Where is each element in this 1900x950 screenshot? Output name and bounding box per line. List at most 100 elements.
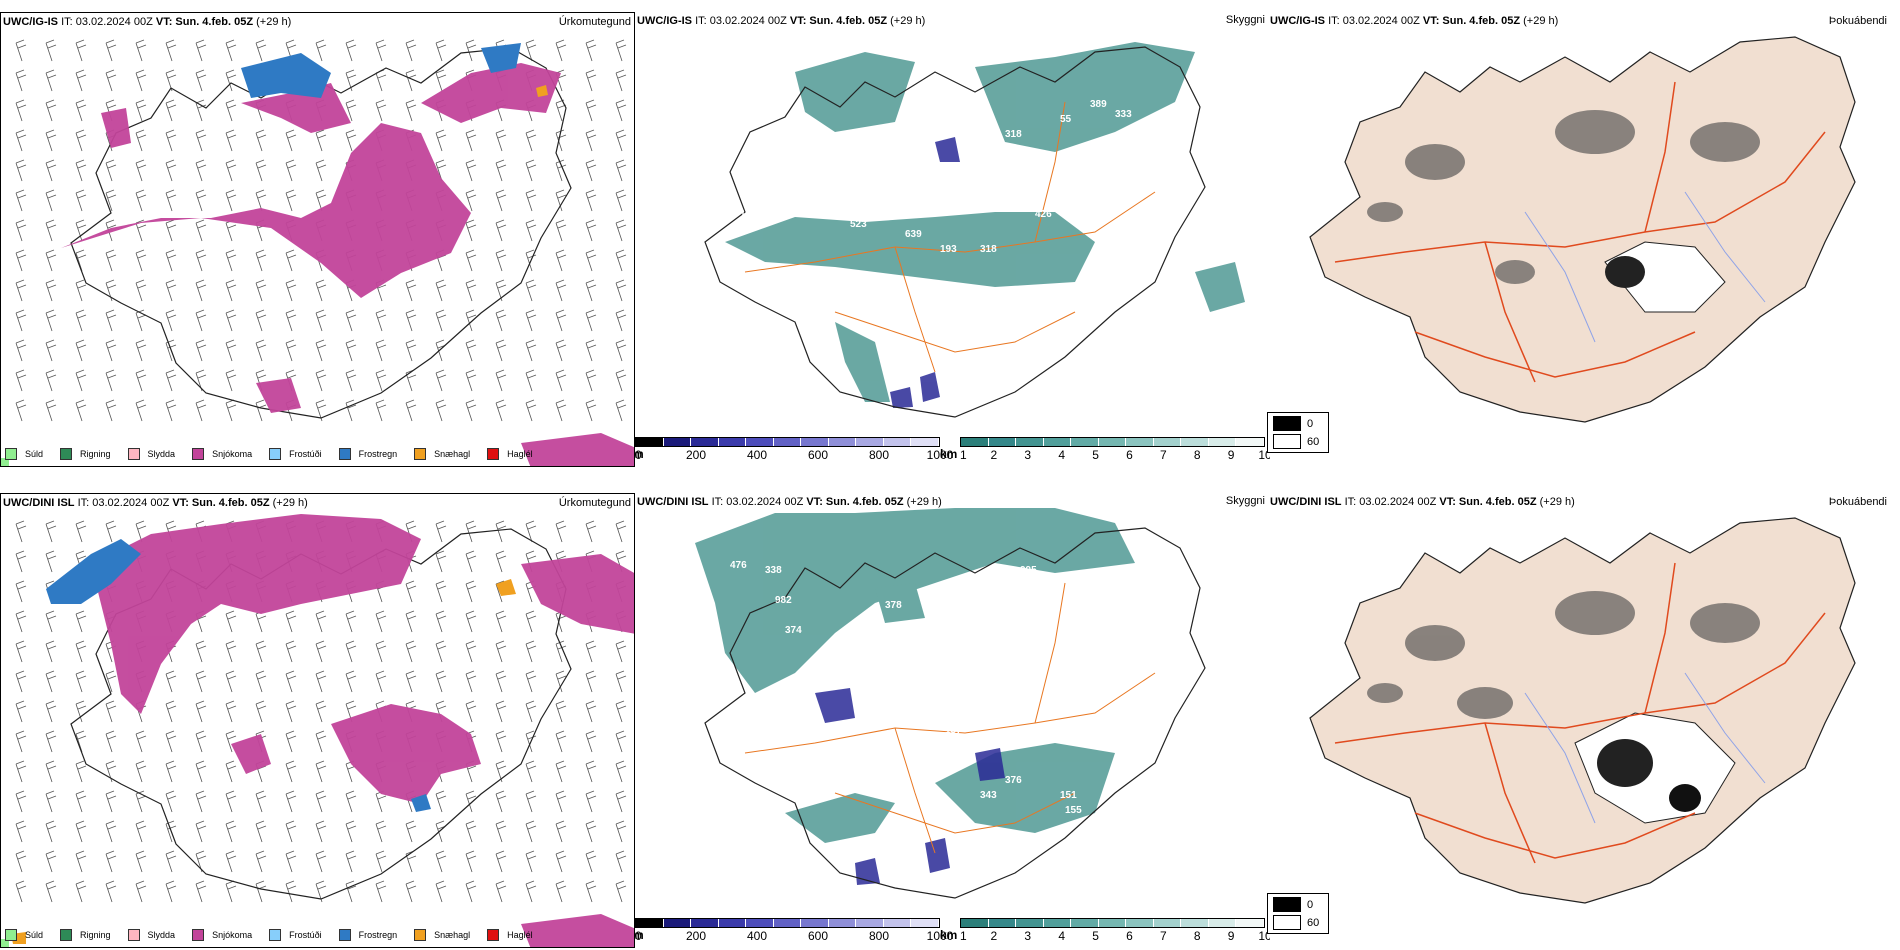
wind-barb <box>75 339 87 362</box>
wind-barb <box>375 880 387 903</box>
wind-barb <box>165 670 177 693</box>
wind-barb <box>165 820 177 843</box>
visibility-value-label: 388 <box>940 580 957 591</box>
scale-tick-label: 800 <box>868 929 890 943</box>
scale-box <box>1071 919 1099 927</box>
wind-barb <box>405 670 417 693</box>
wind-barb <box>135 880 147 903</box>
wind-barb <box>405 850 417 873</box>
visibility-value-label: 294 <box>1140 219 1157 230</box>
visibility-value-label: 195 <box>1115 239 1132 250</box>
wind-barb <box>45 129 57 152</box>
wind-barb <box>465 249 477 272</box>
wind-barb <box>165 159 177 182</box>
wind-barb <box>345 790 357 813</box>
scale-box <box>828 438 857 446</box>
scale-tick-label: 10 <box>1258 929 1270 943</box>
wind-barb <box>555 399 567 422</box>
wind-barb <box>255 880 267 903</box>
wind-barb <box>615 820 627 843</box>
wind-barb <box>615 339 627 362</box>
scale-box <box>691 919 719 927</box>
wind-barb <box>405 309 417 332</box>
wind-barb <box>525 279 537 302</box>
scale-box <box>1126 438 1154 446</box>
wind-barb <box>435 279 447 302</box>
visibility-value-label: 338 <box>765 565 782 576</box>
wind-barb <box>495 850 507 873</box>
wind-barb <box>375 99 387 122</box>
fog-map <box>1309 36 1856 423</box>
legend-label: Frostúði <box>289 449 322 459</box>
legend-swatch <box>487 448 500 460</box>
wind-barb <box>195 279 207 302</box>
wind-barb <box>465 580 477 603</box>
scale-tick-label: 1 <box>960 448 967 462</box>
wind-barb <box>465 550 477 573</box>
wind-barb <box>465 700 477 723</box>
wind-barb <box>525 730 537 753</box>
wind-barb <box>285 159 297 182</box>
wind-barb <box>15 249 27 272</box>
wind-barb <box>615 69 627 92</box>
wind-barb <box>135 339 147 362</box>
scale-box <box>988 438 1017 446</box>
scale-tick-label: 1000 <box>926 929 954 943</box>
wind-barb <box>135 820 147 843</box>
visibility-value-label: 276 <box>1130 144 1147 155</box>
wind-barb <box>525 129 537 152</box>
wind-barb <box>225 39 237 62</box>
scale-box <box>856 438 884 446</box>
legend-item: Snæhagl <box>414 929 470 941</box>
legend-item: Haglél <box>487 448 533 460</box>
scale-box <box>1208 438 1237 446</box>
wind-barb <box>495 159 507 182</box>
fog-indicator-panel-row1: UWC/IG-IS IT: 03.02.2024 00Z VT: Sun. 4.… <box>1265 12 1900 467</box>
panel-title: UWC/DINI ISL IT: 03.02.2024 00Z VT: Sun.… <box>1270 496 1575 508</box>
wind-barb <box>435 670 447 693</box>
wind-barb <box>45 99 57 122</box>
wind-barb <box>525 820 537 843</box>
wind-barb <box>375 399 387 422</box>
wind-barb <box>165 700 177 723</box>
visibility-value-label: 374 <box>785 625 802 636</box>
legend-swatch <box>60 929 73 941</box>
wind-barb <box>45 790 57 813</box>
wind-barb <box>255 700 267 723</box>
wind-barb <box>15 189 27 212</box>
wind-barb <box>405 399 417 422</box>
wind-barb <box>195 309 207 332</box>
wind-barb <box>225 670 237 693</box>
wind-barb <box>45 670 57 693</box>
fog-legend-label: 60 <box>1307 916 1320 929</box>
wind-barb <box>375 640 387 663</box>
precip-type-panel-row2: UWC/DINI ISL IT: 03.02.2024 00Z VT: Sun.… <box>0 493 635 948</box>
wind-barb <box>285 790 297 813</box>
wind-barb <box>495 730 507 753</box>
wind-barb <box>405 640 417 663</box>
wind-barb <box>45 700 57 723</box>
wind-barb <box>75 69 87 92</box>
visibility-value-label: 453 <box>940 635 957 646</box>
visibility-value-label: 965 <box>955 94 972 105</box>
wind-barb <box>555 670 567 693</box>
wind-barb <box>495 309 507 332</box>
wind-barb <box>465 159 477 182</box>
wind-barb <box>375 850 387 873</box>
precip-legend: Súld Rigning Slydda Snjókoma Frostúði Frostre… <box>5 448 550 460</box>
visibility-value-label: 164 <box>960 119 977 130</box>
wind-barb <box>45 369 57 392</box>
scale-box <box>988 919 1017 927</box>
wind-barb <box>285 850 297 873</box>
wind-barb <box>105 520 117 543</box>
visibility-scale-km: 1 2 3 4 5 6 7 8 9 10 km <box>940 437 1270 462</box>
visibility-value-label: 55 <box>1060 114 1072 125</box>
wind-barb <box>345 880 357 903</box>
visibility-value-label: 221 <box>790 675 807 686</box>
wind-barb <box>285 610 297 633</box>
legend-swatch <box>269 929 282 941</box>
scale-box <box>961 919 989 927</box>
visibility-panel-row2: UWC/DINI ISL IT: 03.02.2024 00Z VT: Sun.… <box>635 493 1270 948</box>
wind-barb <box>585 99 597 122</box>
wind-barb <box>555 760 567 783</box>
